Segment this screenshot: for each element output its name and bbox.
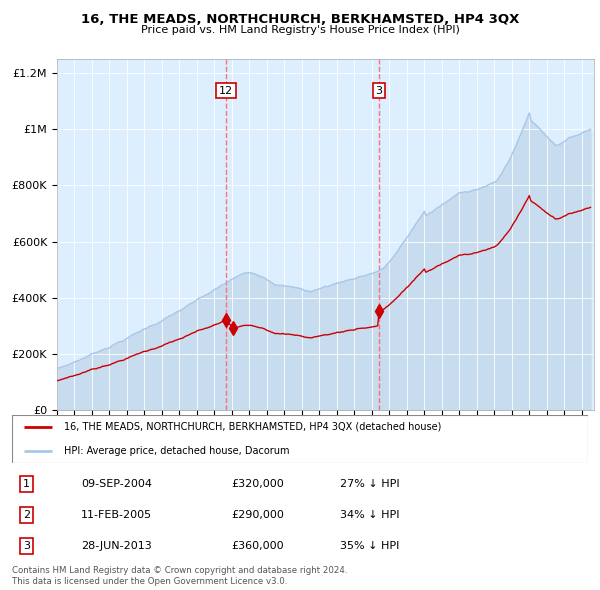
Text: 3: 3	[376, 86, 383, 96]
Text: £290,000: £290,000	[231, 510, 284, 520]
Text: 28-JUN-2013: 28-JUN-2013	[81, 541, 152, 551]
Text: £360,000: £360,000	[231, 541, 284, 551]
Text: 34% ↓ HPI: 34% ↓ HPI	[340, 510, 400, 520]
Text: 27% ↓ HPI: 27% ↓ HPI	[340, 478, 400, 489]
Text: £320,000: £320,000	[231, 478, 284, 489]
Text: This data is licensed under the Open Government Licence v3.0.: This data is licensed under the Open Gov…	[12, 577, 287, 586]
Text: HPI: Average price, detached house, Dacorum: HPI: Average price, detached house, Daco…	[64, 446, 289, 456]
FancyBboxPatch shape	[12, 415, 588, 463]
Text: 2: 2	[23, 510, 30, 520]
Text: Price paid vs. HM Land Registry's House Price Index (HPI): Price paid vs. HM Land Registry's House …	[140, 25, 460, 35]
Text: 12: 12	[219, 86, 233, 96]
Text: 16, THE MEADS, NORTHCHURCH, BERKHAMSTED, HP4 3QX (detached house): 16, THE MEADS, NORTHCHURCH, BERKHAMSTED,…	[64, 422, 441, 432]
Text: 1: 1	[23, 478, 30, 489]
Text: 11-FEB-2005: 11-FEB-2005	[81, 510, 152, 520]
Text: 35% ↓ HPI: 35% ↓ HPI	[340, 541, 400, 551]
Text: Contains HM Land Registry data © Crown copyright and database right 2024.: Contains HM Land Registry data © Crown c…	[12, 566, 347, 575]
Text: 3: 3	[23, 541, 30, 551]
Text: 09-SEP-2004: 09-SEP-2004	[81, 478, 152, 489]
Text: 16, THE MEADS, NORTHCHURCH, BERKHAMSTED, HP4 3QX: 16, THE MEADS, NORTHCHURCH, BERKHAMSTED,…	[81, 13, 519, 26]
